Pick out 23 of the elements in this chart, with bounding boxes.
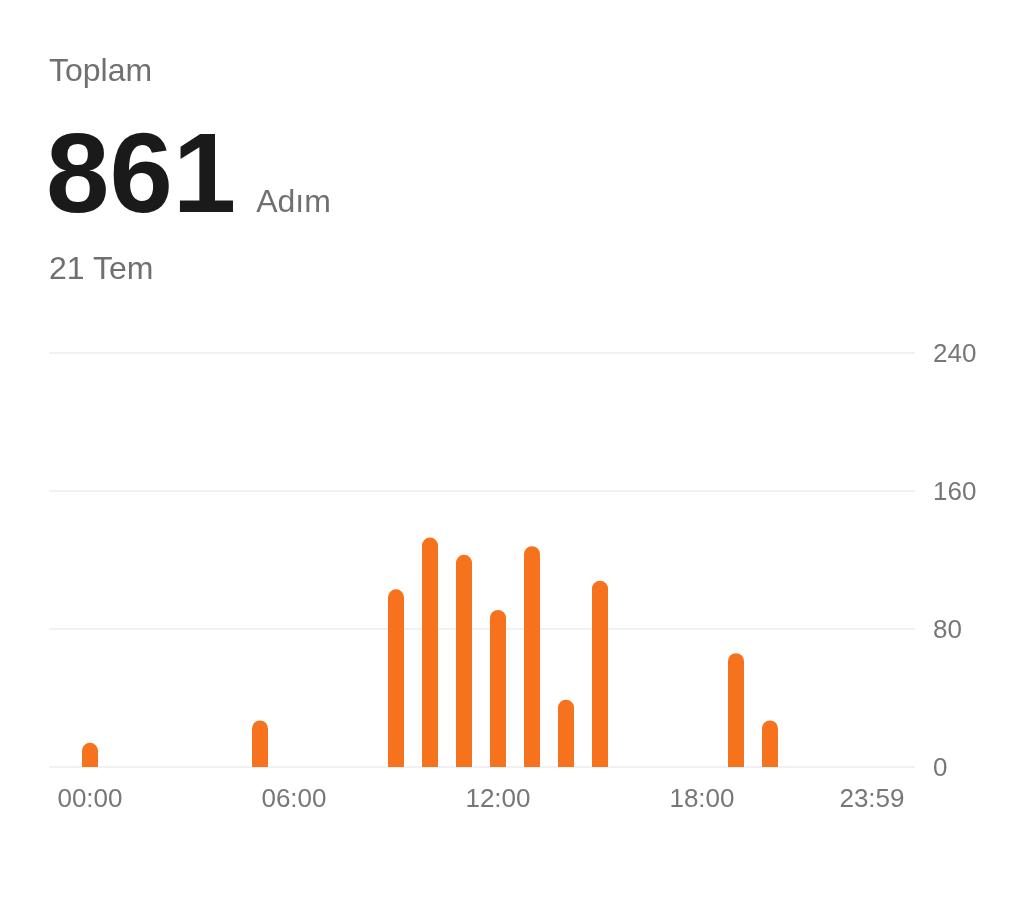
chart-subtitle: 21 Tem — [49, 249, 154, 288]
y-tick-label: 160 — [933, 476, 977, 507]
x-tick-label: 00:00 — [57, 783, 123, 814]
x-tick-label: 06:00 — [261, 783, 327, 814]
text: 861 — [46, 108, 237, 238]
y-tick-label: 240 — [933, 338, 977, 369]
x-tick-label: 18:00 — [669, 783, 735, 814]
bar — [524, 546, 540, 767]
chart-title: Toplam — [49, 51, 153, 90]
bar — [388, 589, 404, 767]
x-tick-label: 23:59 — [839, 783, 905, 814]
bar — [422, 537, 438, 767]
bar — [592, 580, 608, 767]
x-tick-label: 12:00 — [465, 783, 531, 814]
bar — [490, 610, 506, 767]
bar — [762, 720, 778, 767]
bar — [728, 653, 744, 767]
y-tick-label: 0 — [933, 752, 948, 783]
bar — [558, 699, 574, 767]
y-tick-label: 80 — [933, 614, 962, 645]
bar — [252, 720, 268, 767]
text: Adım — [256, 183, 331, 220]
bar — [456, 554, 472, 767]
